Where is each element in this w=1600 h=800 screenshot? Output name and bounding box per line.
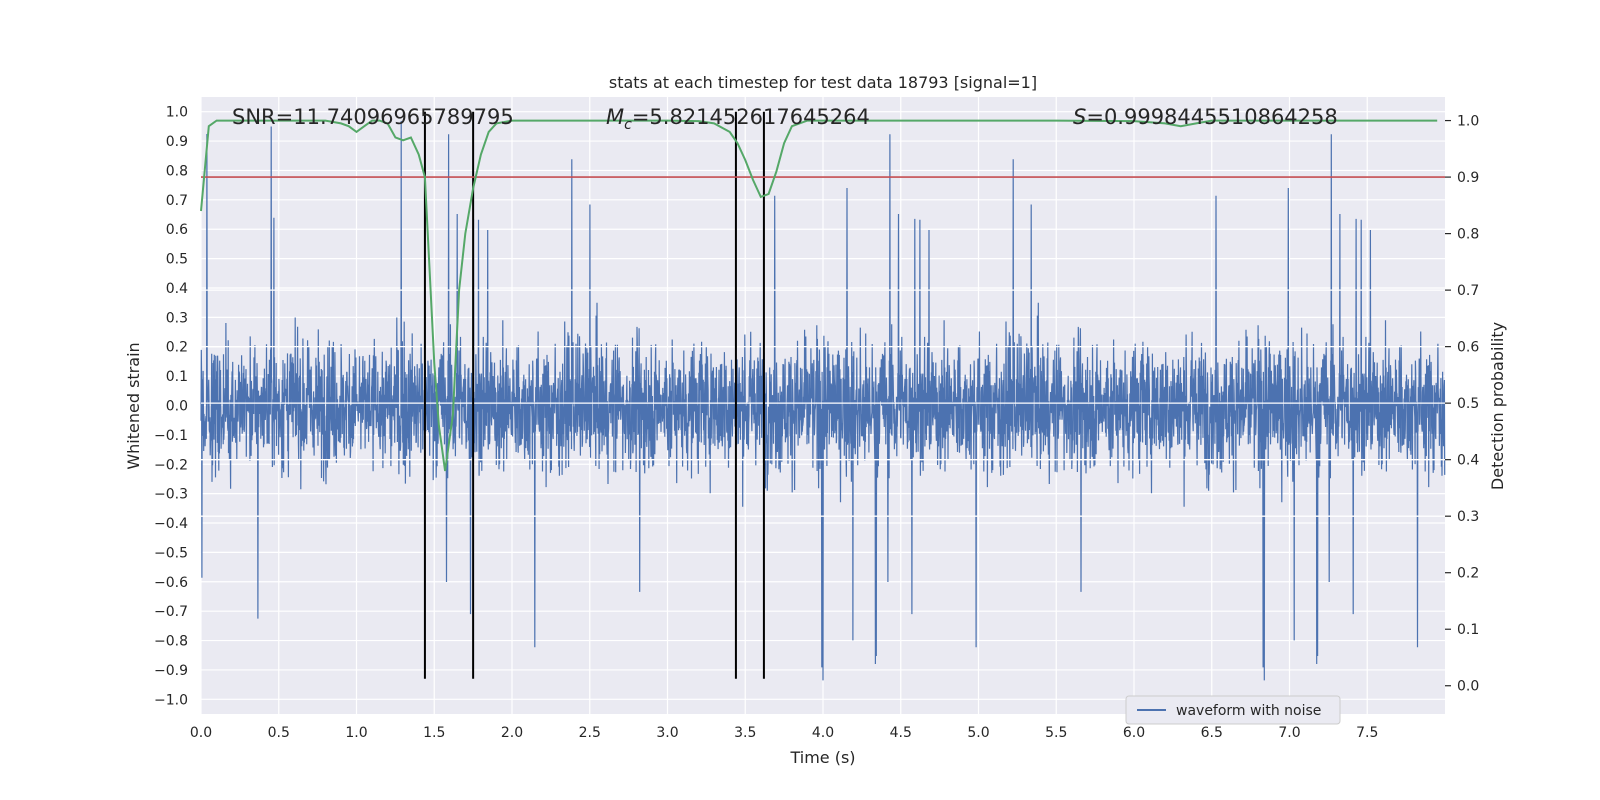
- left-tick-label: −0.3: [154, 487, 188, 503]
- left-tick-label: −0.4: [154, 516, 188, 532]
- right-tick-label: 0.1: [1457, 622, 1479, 638]
- left-tick-label: −0.9: [154, 663, 188, 679]
- snr-annotation: SNR=11.74096965789795: [232, 105, 514, 129]
- x-tick-label: 4.5: [890, 725, 912, 741]
- x-axis-title: Time (s): [789, 748, 855, 767]
- left-tick-label: −0.6: [154, 575, 188, 591]
- x-tick-label: 0.0: [190, 725, 212, 741]
- vertical-markers: [201, 111, 1445, 679]
- x-tick-label: 7.0: [1278, 725, 1300, 741]
- snr-value: =11.74096965789795: [276, 105, 514, 129]
- left-tick-label: −0.2: [154, 457, 188, 473]
- left-tick-label: 0.1: [166, 369, 188, 385]
- x-tick-label: 6.0: [1123, 725, 1145, 741]
- right-tick-label: 0.5: [1457, 396, 1479, 412]
- snr-label: SNR: [232, 105, 276, 129]
- chirp-mass-annotation: Mc=5.821452617645264: [606, 105, 870, 133]
- right-tick-label: 0.0: [1457, 679, 1479, 695]
- left-tick-label: 0.4: [166, 281, 188, 297]
- x-tick-label: 7.5: [1356, 725, 1378, 741]
- x-tick-label: 5.5: [1045, 725, 1067, 741]
- score-symbol: S: [1073, 105, 1086, 129]
- waveform-series: [200, 120, 1446, 681]
- left-tick-label: 0.5: [166, 252, 188, 268]
- x-tick-label: 1.5: [423, 725, 445, 741]
- right-tick-label: 0.8: [1457, 227, 1479, 243]
- right-axis-title: Detection probability: [1488, 322, 1507, 490]
- chirp-mass-value: =5.821452617645264: [632, 105, 870, 129]
- right-axis-ticks: 1.0 0.9 0.8 0.7 0.6 0.5 0.4 0.3 0.2 0.1 0.0: [1445, 114, 1479, 695]
- right-tick-label: 0.6: [1457, 340, 1479, 356]
- left-tick-label: 0.9: [166, 134, 188, 150]
- left-tick-label: −0.7: [154, 604, 188, 620]
- score-annotation: S=0.9998445510864258: [1073, 105, 1338, 129]
- left-axis-title: Whitened strain: [124, 342, 143, 469]
- probability-series: [200, 119, 1438, 472]
- x-tick-label: 1.0: [345, 725, 367, 741]
- probability-line: [200, 119, 1438, 472]
- right-tick-label: 0.2: [1457, 566, 1479, 582]
- right-tick-label: 0.7: [1457, 283, 1479, 299]
- left-tick-label: −0.8: [154, 634, 188, 650]
- score-value: =0.9998445510864258: [1086, 105, 1337, 129]
- x-tick-label: 5.0: [967, 725, 989, 741]
- x-tick-label: 2.0: [501, 725, 523, 741]
- left-tick-label: 0.2: [166, 340, 188, 356]
- right-tick-label: 0.3: [1457, 509, 1479, 525]
- left-tick-label: 0.7: [166, 193, 188, 209]
- left-axis-ticks: 1.0 0.9 0.8 0.7 0.6 0.5 0.4 0.3 0.2 0.1 0.0 −0.1 −0.…: [154, 105, 188, 709]
- x-tick-label: 3.5: [734, 725, 756, 741]
- legend-label-waveform: waveform with noise: [1176, 703, 1321, 719]
- left-tick-label: −0.1: [154, 428, 188, 444]
- x-axis-ticks: 0.0 0.5 1.0 1.5 2.0 2.5 3.0 3.5 4.0 4.5 5.0 5.5 6.0 6…: [190, 725, 1379, 741]
- x-tick-label: 3.0: [656, 725, 678, 741]
- chirp-mass-symbol: M: [606, 105, 624, 129]
- x-tick-label: 4.0: [812, 725, 834, 741]
- left-tick-label: 0.0: [166, 399, 188, 415]
- left-tick-label: 0.3: [166, 310, 188, 326]
- left-tick-label: 0.6: [166, 222, 188, 238]
- left-tick-label: 0.8: [166, 163, 188, 179]
- chart-title: stats at each timestep for test data 187…: [609, 73, 1037, 92]
- x-tick-label: 6.5: [1201, 725, 1223, 741]
- right-tick-label: 0.9: [1457, 170, 1479, 186]
- legend: waveform with noise: [1125, 695, 1341, 725]
- legend-box: [1125, 695, 1341, 725]
- right-tick-label: 1.0: [1457, 114, 1479, 130]
- chirp-mass-subscript: c: [624, 117, 632, 133]
- waveform-line: [200, 120, 1446, 681]
- right-tick-label: 0.4: [1457, 453, 1479, 469]
- left-tick-label: −1.0: [154, 692, 188, 708]
- x-tick-label: 2.5: [579, 725, 601, 741]
- left-tick-label: 1.0: [166, 105, 188, 121]
- left-tick-label: −0.5: [154, 545, 188, 561]
- x-tick-label: 0.5: [268, 725, 290, 741]
